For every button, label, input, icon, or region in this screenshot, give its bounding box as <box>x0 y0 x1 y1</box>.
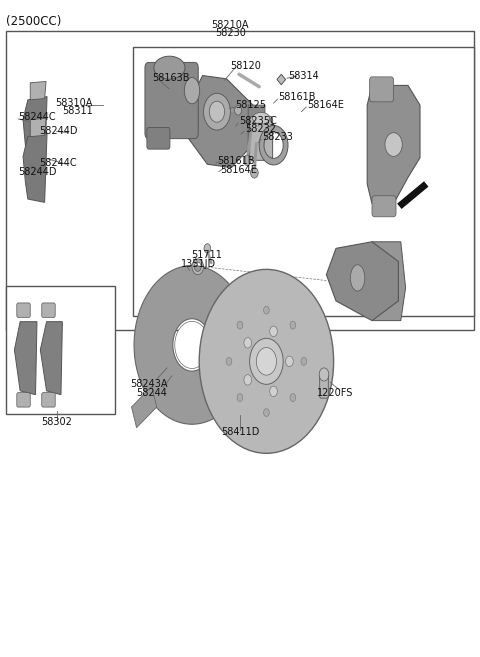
FancyBboxPatch shape <box>145 62 198 139</box>
Circle shape <box>264 409 269 417</box>
Text: 58310A: 58310A <box>55 98 93 108</box>
Text: 58232: 58232 <box>245 124 276 135</box>
Text: 58302: 58302 <box>41 417 72 427</box>
Polygon shape <box>372 242 406 321</box>
Text: 1220FS: 1220FS <box>317 388 353 398</box>
Text: 58233: 58233 <box>262 132 293 143</box>
Circle shape <box>209 101 225 122</box>
Circle shape <box>264 306 269 314</box>
FancyBboxPatch shape <box>17 393 30 407</box>
Polygon shape <box>367 85 420 204</box>
Polygon shape <box>132 386 156 428</box>
Polygon shape <box>277 74 286 85</box>
Text: 58411D: 58411D <box>221 427 259 438</box>
Circle shape <box>204 93 230 130</box>
Text: 58244C: 58244C <box>39 158 77 168</box>
Text: 1351JD: 1351JD <box>181 259 216 269</box>
Circle shape <box>251 168 258 178</box>
FancyBboxPatch shape <box>147 127 170 149</box>
Ellipse shape <box>184 78 200 104</box>
Polygon shape <box>23 97 47 166</box>
Polygon shape <box>248 105 265 145</box>
Circle shape <box>204 244 211 253</box>
Polygon shape <box>23 133 47 202</box>
FancyBboxPatch shape <box>42 303 55 317</box>
Polygon shape <box>134 265 246 424</box>
Bar <box>133 47 474 316</box>
Ellipse shape <box>350 265 365 291</box>
Polygon shape <box>188 76 253 168</box>
Text: (2500CC): (2500CC) <box>6 14 61 28</box>
Polygon shape <box>326 242 398 321</box>
Circle shape <box>226 357 232 365</box>
Circle shape <box>244 374 252 385</box>
FancyBboxPatch shape <box>17 303 30 317</box>
Polygon shape <box>14 322 37 395</box>
Text: 58311: 58311 <box>62 106 93 116</box>
Text: 58164E: 58164E <box>307 100 344 110</box>
FancyBboxPatch shape <box>250 116 273 160</box>
Text: 58163B: 58163B <box>153 72 190 83</box>
Circle shape <box>237 394 243 401</box>
Circle shape <box>199 269 334 453</box>
Circle shape <box>286 356 293 367</box>
Circle shape <box>243 155 251 166</box>
Circle shape <box>385 133 402 156</box>
FancyBboxPatch shape <box>370 77 394 102</box>
Text: 58244: 58244 <box>136 388 167 398</box>
FancyBboxPatch shape <box>320 374 328 398</box>
Text: 58210A: 58210A <box>212 20 249 30</box>
Circle shape <box>290 321 296 329</box>
Text: 58120: 58120 <box>230 60 261 71</box>
Bar <box>6 31 474 330</box>
Circle shape <box>235 106 241 115</box>
Circle shape <box>270 386 277 397</box>
Circle shape <box>301 357 307 365</box>
Circle shape <box>270 326 277 336</box>
Circle shape <box>175 321 209 369</box>
Polygon shape <box>40 322 62 395</box>
Polygon shape <box>30 118 46 137</box>
Text: 58243A: 58243A <box>131 379 168 390</box>
Text: 58164E: 58164E <box>220 164 257 175</box>
Text: 58125: 58125 <box>235 100 266 110</box>
Circle shape <box>256 348 276 375</box>
Text: 58230: 58230 <box>215 28 246 38</box>
Text: 58244C: 58244C <box>18 112 56 122</box>
Text: 58314: 58314 <box>288 71 319 81</box>
Text: 58235C: 58235C <box>239 116 277 126</box>
Circle shape <box>250 338 283 384</box>
Text: 58244D: 58244D <box>39 126 78 137</box>
Circle shape <box>290 394 296 401</box>
FancyBboxPatch shape <box>42 393 55 407</box>
Text: 51711: 51711 <box>191 250 222 260</box>
Circle shape <box>319 368 329 381</box>
Ellipse shape <box>252 112 270 124</box>
Ellipse shape <box>154 57 185 79</box>
Text: 58244D: 58244D <box>18 167 57 177</box>
Text: 58161B: 58161B <box>278 92 316 102</box>
Circle shape <box>244 338 252 348</box>
Bar <box>6 286 115 414</box>
Polygon shape <box>30 81 46 100</box>
FancyBboxPatch shape <box>372 196 396 217</box>
Text: 58161B: 58161B <box>217 156 254 166</box>
Circle shape <box>237 321 243 329</box>
